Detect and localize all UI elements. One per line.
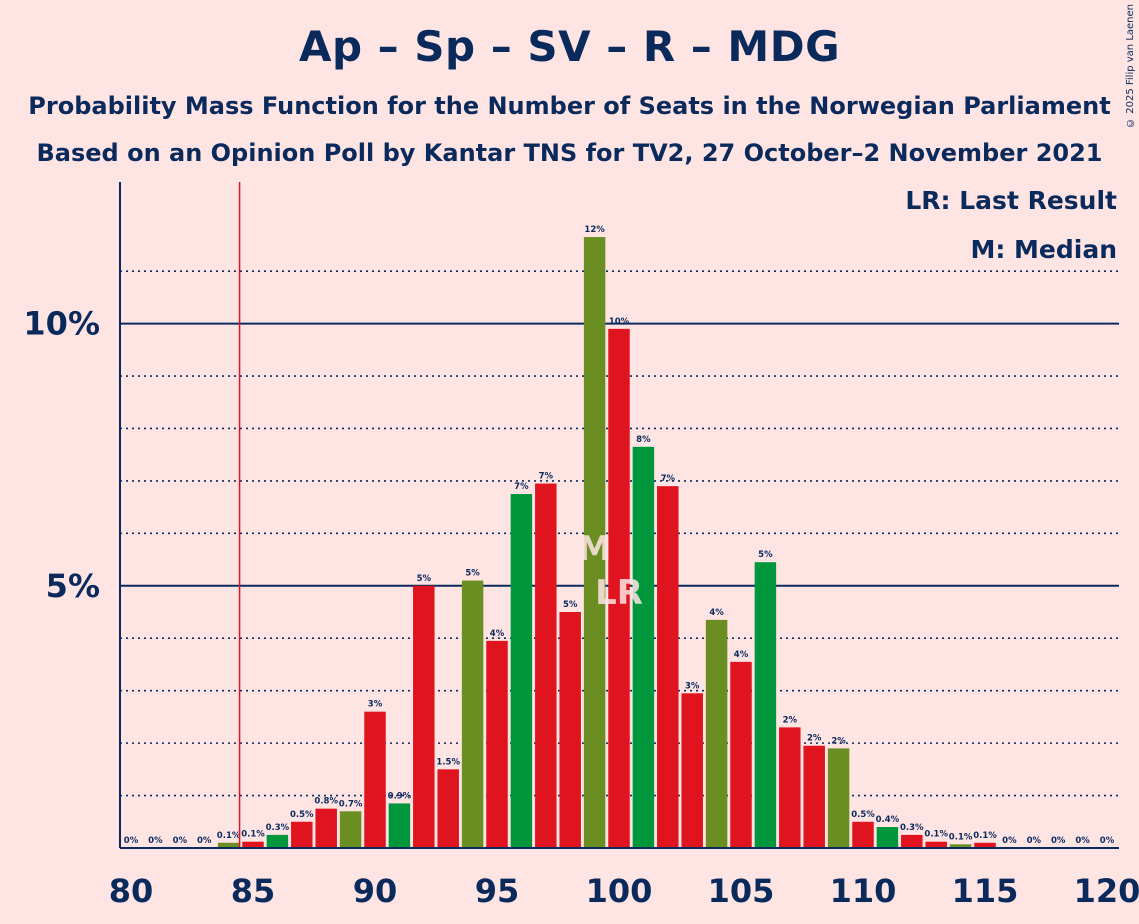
bar-value-label: 0% xyxy=(1002,836,1017,846)
bar xyxy=(632,446,655,848)
bar-value-label: 12% xyxy=(584,225,605,235)
bar-value-label: 0% xyxy=(1100,836,1115,846)
bar xyxy=(974,842,996,848)
x-tick-label: 120 xyxy=(1074,872,1139,910)
bar xyxy=(876,827,899,848)
bar xyxy=(535,483,557,848)
bar xyxy=(583,237,606,848)
bar-value-label: 0.9% xyxy=(388,791,412,801)
bar xyxy=(242,841,264,848)
bar xyxy=(217,842,240,848)
bar-value-label: 0% xyxy=(1075,836,1090,846)
bar-value-label: 0.5% xyxy=(290,810,314,820)
bar xyxy=(681,693,703,848)
bar xyxy=(437,769,459,848)
bar xyxy=(730,661,752,848)
x-tick-label: 105 xyxy=(708,872,775,910)
chart-subtitle-2: Based on an Opinion Poll by Kantar TNS f… xyxy=(36,139,1103,167)
bar xyxy=(657,486,679,848)
bar-value-label: 3% xyxy=(368,700,383,710)
bar-value-label: 4% xyxy=(490,629,505,639)
bar-value-label: 5% xyxy=(563,600,578,610)
bar xyxy=(266,834,289,848)
x-tick-label: 90 xyxy=(353,872,398,910)
bar-value-label: 0.1% xyxy=(924,830,948,840)
bar xyxy=(803,745,825,848)
bar xyxy=(461,580,484,848)
bar xyxy=(291,821,313,848)
bar-value-label: 0.4% xyxy=(876,815,900,825)
bar-value-label: 1.5% xyxy=(436,757,460,767)
x-tick-label: 95 xyxy=(475,872,520,910)
chart-subtitle-1: Probability Mass Function for the Number… xyxy=(28,92,1111,120)
bar xyxy=(559,612,581,848)
bar xyxy=(901,834,923,848)
bar-value-label: 3% xyxy=(685,681,700,691)
legend-last-result: LR: Last Result xyxy=(905,186,1117,215)
bars-group xyxy=(217,237,996,848)
x-tick-label: 115 xyxy=(952,872,1019,910)
bar-value-label: 10% xyxy=(609,317,630,327)
chart-title: Ap – Sp – SV – R – MDG xyxy=(298,22,841,71)
legend-median: M: Median xyxy=(970,235,1117,264)
x-tick-label: 85 xyxy=(231,872,276,910)
bar-value-label: 4% xyxy=(709,608,724,618)
x-tick-label: 110 xyxy=(830,872,897,910)
x-tick-label: 80 xyxy=(109,872,154,910)
bar-value-label: 0.3% xyxy=(900,823,924,833)
bar xyxy=(852,821,874,848)
bar xyxy=(413,585,435,848)
last-result-marker: LR xyxy=(595,573,643,613)
bar-value-label: 4% xyxy=(734,650,749,660)
bar xyxy=(779,727,801,848)
bar-value-label: 0% xyxy=(173,836,188,846)
x-tick-label: 100 xyxy=(586,872,653,910)
bar-value-label: 0.1% xyxy=(217,831,241,841)
bar-labels-group: 0% 0% 0% 0%0.1% 0.1%0.3%0.5%0.8% 0.7%3%0.9%5%… xyxy=(124,225,1115,846)
bar-value-label: 0.7% xyxy=(339,799,363,809)
bar-value-label: 2% xyxy=(807,734,822,744)
bar-value-label: 5% xyxy=(417,574,432,584)
bar-value-label: 0% xyxy=(148,836,163,846)
bar-value-label: 7% xyxy=(539,472,554,482)
bar-value-label: 0.1% xyxy=(973,831,997,841)
median-marker: M xyxy=(578,529,612,569)
bar-value-label: 5% xyxy=(758,550,773,560)
bar-value-label: 0.3% xyxy=(266,823,290,833)
bar-value-label: 0% xyxy=(124,836,139,846)
bar xyxy=(339,811,362,848)
bar-value-label: 2% xyxy=(783,715,798,725)
y-tick-label: 10% xyxy=(23,305,100,343)
bar xyxy=(949,844,972,848)
bar xyxy=(486,640,508,848)
bar-value-label: 5% xyxy=(465,569,480,579)
bar xyxy=(608,328,630,848)
bar-value-label: 0.8% xyxy=(314,797,338,807)
bar-value-label: 0% xyxy=(1027,836,1042,846)
bar xyxy=(827,748,850,848)
bar-value-label: 2% xyxy=(831,736,846,746)
bar-value-label: 7% xyxy=(514,482,529,492)
bar-value-label: 0.5% xyxy=(851,810,875,820)
markers-group: MLR xyxy=(578,529,643,613)
bar xyxy=(510,494,533,848)
bar-value-label: 0.1% xyxy=(949,832,973,842)
bar xyxy=(925,841,947,848)
y-tick-label: 5% xyxy=(46,567,100,605)
axes-group: 5% 10% 80 85 90 95 100 105 110 115 120 xyxy=(23,182,1139,910)
bar xyxy=(364,711,386,848)
bar-value-label: 0% xyxy=(197,836,212,846)
bar xyxy=(315,808,337,848)
bar-value-label: 7% xyxy=(661,474,676,484)
bar xyxy=(388,803,411,848)
bar xyxy=(705,619,728,848)
bar-value-label: 8% xyxy=(636,435,651,445)
bar xyxy=(754,562,777,848)
bar-value-label: 0% xyxy=(1051,836,1066,846)
bar-value-label: 0.1% xyxy=(241,830,265,840)
